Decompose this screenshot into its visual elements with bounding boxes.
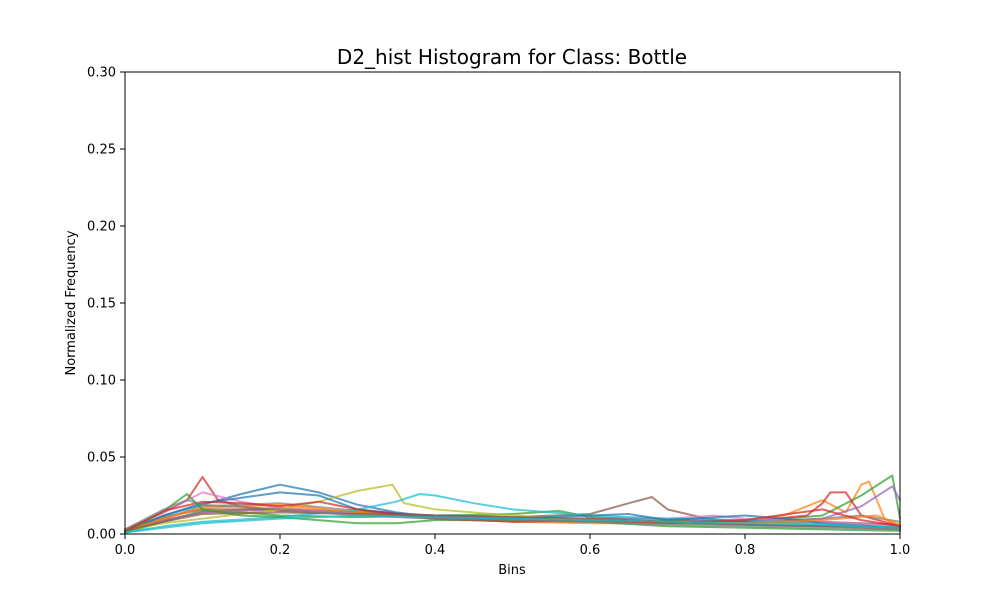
y-tick-label: 0.10 [87,374,116,389]
x-tick-label: 0.2 [270,543,291,558]
plot-frame [124,71,901,535]
series-layer [124,474,901,534]
chart-title: D2_hist Histogram for Class: Bottle [337,45,687,69]
y-tick-label: 0.25 [87,143,116,158]
x-tick-label: 0.6 [580,543,601,558]
y-axis: 0.00 0.05 0.10 0.15 0.20 0.25 0.30 [87,66,125,543]
x-axis-label: Bins [498,563,526,578]
x-tick-label: 1.0 [890,543,911,558]
y-tick-label: 0.15 [87,297,116,312]
series-line-17 [124,514,901,534]
y-axis-label: Normalized Frequency [64,230,79,375]
series-line-16 [124,499,901,531]
x-tick-label: 0.8 [735,543,756,558]
y-tick-label: 0.30 [87,66,116,81]
series-line-15 [124,511,901,532]
y-tick-label: 0.05 [87,451,116,466]
y-tick-label: 0.00 [87,528,116,543]
x-tick-label: 0.4 [425,543,446,558]
y-tick-label: 0.20 [87,220,116,235]
series-line-13 [124,493,901,534]
x-axis: 0.0 0.2 0.4 0.6 0.8 1.0 [115,534,911,558]
series-line-10 [124,493,901,534]
x-tick-label: 0.0 [115,543,136,558]
